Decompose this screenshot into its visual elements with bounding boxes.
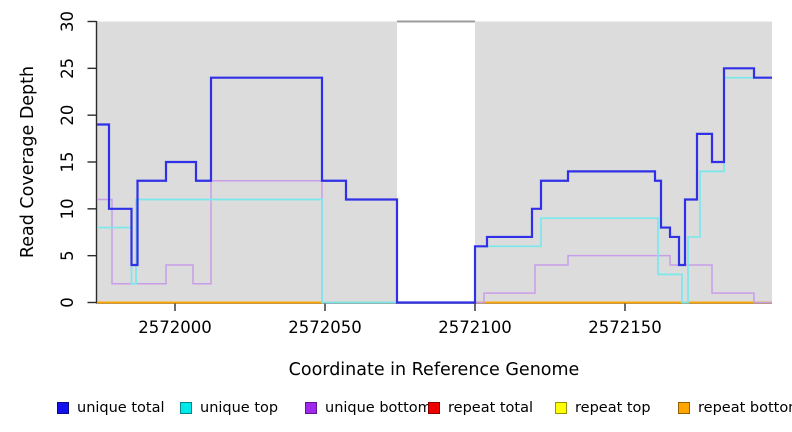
legend-label: unique bottom [325, 400, 432, 416]
y-tick-label: 0 [58, 297, 77, 308]
legend-item-repeat-bottom: repeat bottom [678, 397, 792, 419]
legend-item-unique-top: unique top [180, 397, 278, 419]
y-tick-label: 5 [58, 250, 77, 261]
y-tick-label: 15 [58, 152, 77, 173]
legend-label: repeat total [448, 400, 534, 416]
legend-item-repeat-top: repeat top [555, 397, 651, 419]
series-unique-bottom [97, 179, 772, 304]
legend-label: unique total [77, 400, 165, 416]
legend: unique total unique top unique bottom repea… [0, 397, 792, 423]
legend-label: repeat bottom [698, 400, 792, 416]
x-axis-label: Coordinate in Reference Genome [289, 360, 580, 380]
series-unique-total [97, 67, 772, 304]
x-tick-label: 2572050 [288, 318, 362, 337]
y-tick-label: 30 [58, 11, 77, 32]
series-unique-top [97, 76, 772, 304]
legend-swatch [57, 402, 69, 414]
y-tick-label: 25 [58, 58, 77, 79]
legend-item-unique-bottom: unique bottom [305, 397, 432, 419]
coverage-region-shading [97, 21, 397, 303]
x-tick-label: 2572150 [588, 318, 662, 337]
legend-label: unique top [200, 400, 279, 416]
legend-swatch [678, 402, 690, 414]
legend-item-repeat-total: repeat total [428, 397, 533, 419]
y-tick-label: 20 [58, 105, 77, 126]
legend-label: repeat top [575, 400, 651, 416]
legend-swatch [305, 402, 317, 414]
legend-swatch [555, 402, 567, 414]
x-tick-label: 2572000 [138, 318, 212, 337]
x-tick-label: 2572100 [438, 318, 512, 337]
coverage-region-shading [475, 21, 772, 303]
y-tick-label: 10 [58, 198, 77, 219]
y-axis-label: Read Coverage Depth [18, 66, 38, 258]
legend-swatch [180, 402, 192, 414]
legend-swatch [428, 402, 440, 414]
legend-item-unique-total: unique total [57, 397, 165, 419]
